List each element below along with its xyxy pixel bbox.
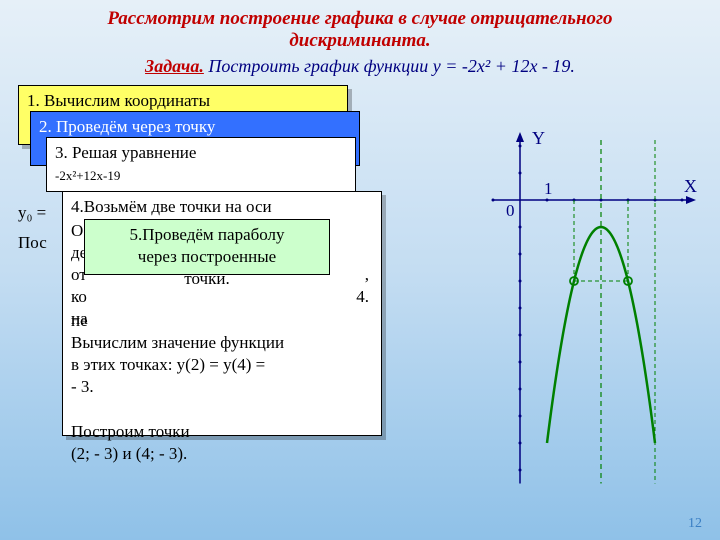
page-number: 12 <box>688 516 702 532</box>
slide-title: Рассмотрим построение графика в случае о… <box>0 0 720 52</box>
step4-line6: Вычислим значение функции <box>71 333 284 352</box>
step4-line8: - 3. <box>71 377 94 396</box>
step-boxes: 1. Вычислим координаты 2. Проведём через… <box>18 85 428 505</box>
svg-text:1: 1 <box>544 179 553 198</box>
step4-line1: 4.Возьмём две точки на оси <box>71 197 272 216</box>
step-3-line1: 3. Решая уравнение <box>55 143 196 162</box>
svg-text:X: X <box>684 176 697 196</box>
step-1-text: 1. Вычислим координаты <box>27 91 210 110</box>
fragment-pos: Пос <box>18 233 47 253</box>
step-3-box: 3. Решая уравнение -2x²+12x-19 <box>46 137 356 192</box>
svg-text:0: 0 <box>506 201 515 220</box>
chart-svg: Y X 1 0 <box>420 85 710 505</box>
step4-line7: в этих точках: y(2) = y(4) = <box>71 355 265 374</box>
task-text: Построить график функции y = -2x² + 12x … <box>204 56 575 76</box>
svg-text:Y: Y <box>532 128 545 148</box>
step5-line1: 5.Проведём параболу <box>129 225 284 244</box>
frag-4: 4. <box>356 286 369 308</box>
function-chart: Y X 1 0 <box>420 85 710 515</box>
frag-o: О <box>71 220 83 242</box>
step5-line3: точки. <box>184 269 229 288</box>
frag-na: на <box>71 308 88 330</box>
frag-right: , <box>365 264 369 286</box>
content-area: 1. Вычислим координаты 2. Проведём через… <box>0 85 720 515</box>
step-3-line2: -2x²+12x-19 <box>55 168 120 183</box>
step4-line10: Построим точки <box>71 422 190 441</box>
task-line: Задача. Построить график функции y = -2x… <box>0 52 720 85</box>
step-5-box: 5.Проведём параболу через построенные то… <box>84 219 330 275</box>
step-2-text: 2. Проведём через точку <box>39 117 215 136</box>
task-label: Задача. <box>145 56 204 76</box>
fragment-y0: y₀ = <box>18 203 46 223</box>
title-line1: Рассмотрим построение графика в случае о… <box>107 8 612 29</box>
frag-ko: ко <box>71 286 87 308</box>
step5-line2: через построенные <box>138 247 276 266</box>
title-line2: дискриминанта. <box>289 30 430 51</box>
step4-line11: (2; - 3) и (4; - 3). <box>71 444 187 463</box>
